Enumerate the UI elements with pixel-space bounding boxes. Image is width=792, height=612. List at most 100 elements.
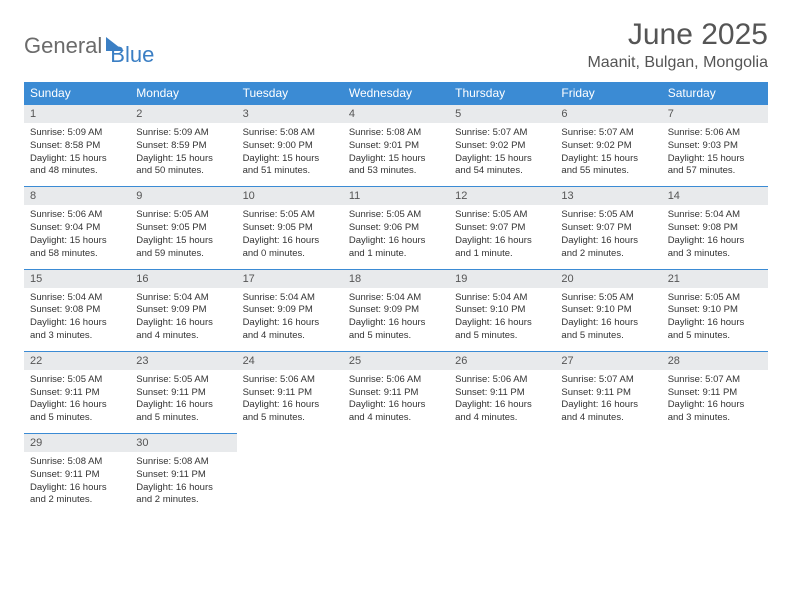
day-info: Sunrise: 5:05 AMSunset: 9:10 PMDaylight:… [662,288,768,351]
calendar-cell: 7Sunrise: 5:06 AMSunset: 9:03 PMDaylight… [662,104,768,186]
logo: General Blue [24,18,154,68]
day-number: 9 [130,186,236,205]
day-info: Sunrise: 5:07 AMSunset: 9:11 PMDaylight:… [555,370,661,433]
calendar-cell: .. [237,433,343,515]
day-info: Sunrise: 5:05 AMSunset: 9:05 PMDaylight:… [237,205,343,268]
calendar-row: 1Sunrise: 5:09 AMSunset: 8:58 PMDaylight… [24,104,768,186]
day-info: Sunrise: 5:09 AMSunset: 8:58 PMDaylight:… [24,123,130,186]
day-number: 26 [449,351,555,370]
day-number: 28 [662,351,768,370]
day-info: Sunrise: 5:04 AMSunset: 9:09 PMDaylight:… [237,288,343,351]
calendar-cell: 2Sunrise: 5:09 AMSunset: 8:59 PMDaylight… [130,104,236,186]
day-number: 7 [662,104,768,123]
calendar-cell: 6Sunrise: 5:07 AMSunset: 9:02 PMDaylight… [555,104,661,186]
calendar-cell: 20Sunrise: 5:05 AMSunset: 9:10 PMDayligh… [555,269,661,351]
calendar-cell: 16Sunrise: 5:04 AMSunset: 9:09 PMDayligh… [130,269,236,351]
day-info: Sunrise: 5:05 AMSunset: 9:06 PMDaylight:… [343,205,449,268]
day-info: Sunrise: 5:06 AMSunset: 9:03 PMDaylight:… [662,123,768,186]
day-info: Sunrise: 5:07 AMSunset: 9:02 PMDaylight:… [449,123,555,186]
day-number: 23 [130,351,236,370]
day-number: 11 [343,186,449,205]
day-header: Sunday [24,82,130,104]
calendar-row: 8Sunrise: 5:06 AMSunset: 9:04 PMDaylight… [24,186,768,268]
day-info: Sunrise: 5:04 AMSunset: 9:10 PMDaylight:… [449,288,555,351]
day-info: Sunrise: 5:08 AMSunset: 9:11 PMDaylight:… [130,452,236,515]
day-header: Friday [555,82,661,104]
calendar-cell: .. [555,433,661,515]
day-info: Sunrise: 5:05 AMSunset: 9:11 PMDaylight:… [130,370,236,433]
day-number: 12 [449,186,555,205]
logo-word2: Blue [110,42,154,68]
day-number: 27 [555,351,661,370]
calendar-cell: 27Sunrise: 5:07 AMSunset: 9:11 PMDayligh… [555,351,661,433]
calendar-cell: 26Sunrise: 5:06 AMSunset: 9:11 PMDayligh… [449,351,555,433]
day-info: Sunrise: 5:06 AMSunset: 9:11 PMDaylight:… [449,370,555,433]
day-number: 22 [24,351,130,370]
day-number: 3 [237,104,343,123]
day-info: Sunrise: 5:05 AMSunset: 9:11 PMDaylight:… [24,370,130,433]
day-header: Monday [130,82,236,104]
calendar-cell: 14Sunrise: 5:04 AMSunset: 9:08 PMDayligh… [662,186,768,268]
calendar-cell: 13Sunrise: 5:05 AMSunset: 9:07 PMDayligh… [555,186,661,268]
day-number: 20 [555,269,661,288]
calendar-cell: 23Sunrise: 5:05 AMSunset: 9:11 PMDayligh… [130,351,236,433]
calendar-cell: 5Sunrise: 5:07 AMSunset: 9:02 PMDaylight… [449,104,555,186]
day-number: 19 [449,269,555,288]
day-info: Sunrise: 5:08 AMSunset: 9:11 PMDaylight:… [24,452,130,515]
calendar-cell: 3Sunrise: 5:08 AMSunset: 9:00 PMDaylight… [237,104,343,186]
day-info: Sunrise: 5:06 AMSunset: 9:11 PMDaylight:… [237,370,343,433]
day-number: 24 [237,351,343,370]
day-number: 8 [24,186,130,205]
day-number: 2 [130,104,236,123]
day-info: Sunrise: 5:08 AMSunset: 9:00 PMDaylight:… [237,123,343,186]
day-info: Sunrise: 5:07 AMSunset: 9:02 PMDaylight:… [555,123,661,186]
calendar-cell: 15Sunrise: 5:04 AMSunset: 9:08 PMDayligh… [24,269,130,351]
location: Maanit, Bulgan, Mongolia [587,54,768,72]
day-header: Wednesday [343,82,449,104]
day-info: Sunrise: 5:05 AMSunset: 9:07 PMDaylight:… [449,205,555,268]
calendar-cell: 11Sunrise: 5:05 AMSunset: 9:06 PMDayligh… [343,186,449,268]
calendar-row: 22Sunrise: 5:05 AMSunset: 9:11 PMDayligh… [24,351,768,433]
title-block: June 2025 Maanit, Bulgan, Mongolia [587,18,768,72]
calendar-cell: 17Sunrise: 5:04 AMSunset: 9:09 PMDayligh… [237,269,343,351]
day-info: Sunrise: 5:05 AMSunset: 9:05 PMDaylight:… [130,205,236,268]
day-info: Sunrise: 5:07 AMSunset: 9:11 PMDaylight:… [662,370,768,433]
day-number: 6 [555,104,661,123]
day-number: 17 [237,269,343,288]
calendar-cell: .. [449,433,555,515]
month-title: June 2025 [587,18,768,52]
day-header: Thursday [449,82,555,104]
calendar-cell: 21Sunrise: 5:05 AMSunset: 9:10 PMDayligh… [662,269,768,351]
calendar-cell: .. [343,433,449,515]
calendar-cell: 4Sunrise: 5:08 AMSunset: 9:01 PMDaylight… [343,104,449,186]
day-info: Sunrise: 5:05 AMSunset: 9:10 PMDaylight:… [555,288,661,351]
logo-word1: General [24,33,102,59]
day-number: 18 [343,269,449,288]
day-info: Sunrise: 5:04 AMSunset: 9:08 PMDaylight:… [662,205,768,268]
day-info: Sunrise: 5:04 AMSunset: 9:09 PMDaylight:… [130,288,236,351]
day-number: 14 [662,186,768,205]
calendar-cell: .. [662,433,768,515]
day-number: 5 [449,104,555,123]
calendar-row: 15Sunrise: 5:04 AMSunset: 9:08 PMDayligh… [24,269,768,351]
calendar-cell: 30Sunrise: 5:08 AMSunset: 9:11 PMDayligh… [130,433,236,515]
day-number: 21 [662,269,768,288]
day-number: 13 [555,186,661,205]
day-info: Sunrise: 5:08 AMSunset: 9:01 PMDaylight:… [343,123,449,186]
day-info: Sunrise: 5:09 AMSunset: 8:59 PMDaylight:… [130,123,236,186]
day-info: Sunrise: 5:04 AMSunset: 9:09 PMDaylight:… [343,288,449,351]
day-info: Sunrise: 5:05 AMSunset: 9:07 PMDaylight:… [555,205,661,268]
calendar-cell: 28Sunrise: 5:07 AMSunset: 9:11 PMDayligh… [662,351,768,433]
calendar-cell: 12Sunrise: 5:05 AMSunset: 9:07 PMDayligh… [449,186,555,268]
calendar-row: 29Sunrise: 5:08 AMSunset: 9:11 PMDayligh… [24,433,768,515]
calendar-body: 1Sunrise: 5:09 AMSunset: 8:58 PMDaylight… [24,104,768,515]
day-header: Saturday [662,82,768,104]
day-number: 4 [343,104,449,123]
day-header-row: SundayMondayTuesdayWednesdayThursdayFrid… [24,82,768,104]
calendar-cell: 24Sunrise: 5:06 AMSunset: 9:11 PMDayligh… [237,351,343,433]
day-info: Sunrise: 5:04 AMSunset: 9:08 PMDaylight:… [24,288,130,351]
day-number: 29 [24,433,130,452]
calendar-cell: 10Sunrise: 5:05 AMSunset: 9:05 PMDayligh… [237,186,343,268]
day-number: 1 [24,104,130,123]
day-header: Tuesday [237,82,343,104]
